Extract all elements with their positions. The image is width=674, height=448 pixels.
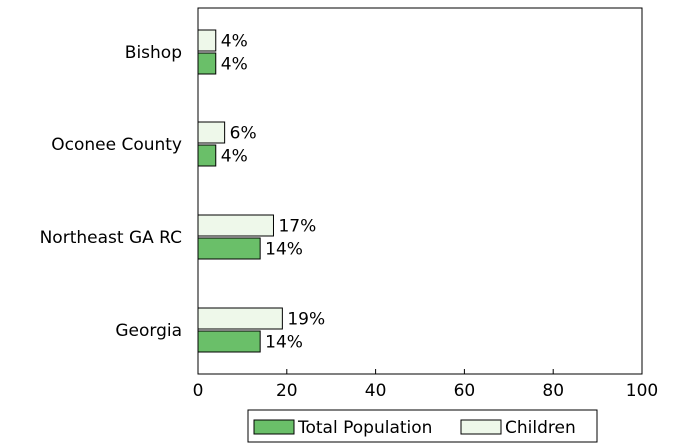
legend: Total Population Children <box>247 409 598 443</box>
category-label-bishop: Bishop <box>125 43 182 63</box>
data-label-total-population-northeast-ga-rc: 14% <box>265 240 303 260</box>
bar-children-georgia <box>197 307 283 330</box>
category-label-georgia: Georgia <box>115 321 182 341</box>
x-tick-label-40: 40 <box>365 381 387 401</box>
bar-total-population-northeast-ga-rc <box>197 237 261 260</box>
chart-marks: Bishop 4% 4% Oconee County 6% 4% Northeast GA … <box>40 29 658 401</box>
legend-swatch-children <box>460 419 502 435</box>
data-label-children-bishop: 4% <box>221 32 248 52</box>
category-label-northeast-ga-rc: Northeast GA RC <box>40 228 182 248</box>
bar-total-population-bishop <box>197 52 217 75</box>
bar-total-population-georgia <box>197 330 261 353</box>
category-label-oconee-county: Oconee County <box>51 135 182 155</box>
legend-label-children: Children <box>505 418 576 438</box>
legend-swatch-total-population <box>253 419 295 435</box>
data-label-children-georgia: 19% <box>287 310 325 330</box>
x-tick-label-100: 100 <box>626 381 658 401</box>
bar-children-northeast-ga-rc <box>197 214 274 237</box>
plot-area-frame <box>197 7 643 375</box>
data-label-total-population-oconee-county: 4% <box>221 147 248 167</box>
bar-children-bishop <box>197 29 217 52</box>
data-label-total-population-georgia: 14% <box>265 333 303 353</box>
x-tick-label-60: 60 <box>454 381 476 401</box>
x-tick-label-80: 80 <box>542 381 564 401</box>
bar-children-oconee-county <box>197 121 226 144</box>
x-tick-label-20: 20 <box>276 381 298 401</box>
data-label-children-northeast-ga-rc: 17% <box>278 217 316 237</box>
bar-total-population-oconee-county <box>197 144 217 167</box>
legend-label-total-population: Total Population <box>297 418 432 438</box>
legend-frame <box>247 409 598 443</box>
x-tick-label-0: 0 <box>193 381 204 401</box>
data-label-children-oconee-county: 6% <box>230 124 257 144</box>
data-label-total-population-bishop: 4% <box>221 55 248 75</box>
